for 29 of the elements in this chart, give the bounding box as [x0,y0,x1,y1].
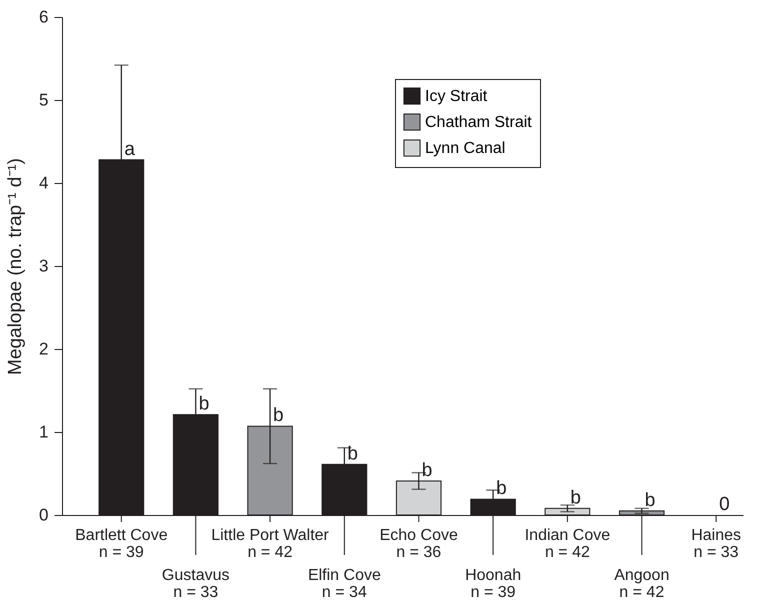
y-tick-label: 1 [39,422,48,442]
x-tick-label: Gustavus n = 33 [162,567,230,601]
x-tick-label: Hoonah n = 39 [465,567,522,601]
y-tick-label: 3 [39,256,48,276]
x-tick-label: Echo Cove n = 36 [380,527,458,561]
x-tick-label: Indian Cove n = 42 [524,527,610,561]
data-label: b [496,478,507,500]
x-tick-label: Elfin Cove n = 34 [308,567,381,601]
data-label: 0 [719,494,730,515]
legend-label: Chatham Strait [425,114,532,131]
y-tick-label: 6 [39,8,48,26]
y-tick-label: 2 [39,340,48,358]
x-tick-label: Haines n = 33 [691,527,742,561]
y-axis-title: Megalopae (no. trap⁻¹ d⁻¹) [5,158,26,375]
data-label: b [347,443,358,464]
data-label: b [644,490,656,511]
data-label: a [124,138,136,160]
y-tick-label: 0 [39,506,48,524]
legend-label: Lynn Canal [425,140,506,157]
data-label: b [198,394,210,415]
y-tick-label: 5 [39,90,48,110]
x-tick-label: Bartlett Cove n = 39 [75,527,168,561]
data-label: b [422,460,432,481]
x-tick-label: Angoon n = 42 [614,567,670,601]
x-tick-label: Little Port Walter n = 42 [211,527,330,561]
data-label: b [273,405,284,426]
legend-label: Icy Strait [425,88,488,105]
data-label: b [570,487,582,508]
y-tick-label: 4 [39,174,48,192]
